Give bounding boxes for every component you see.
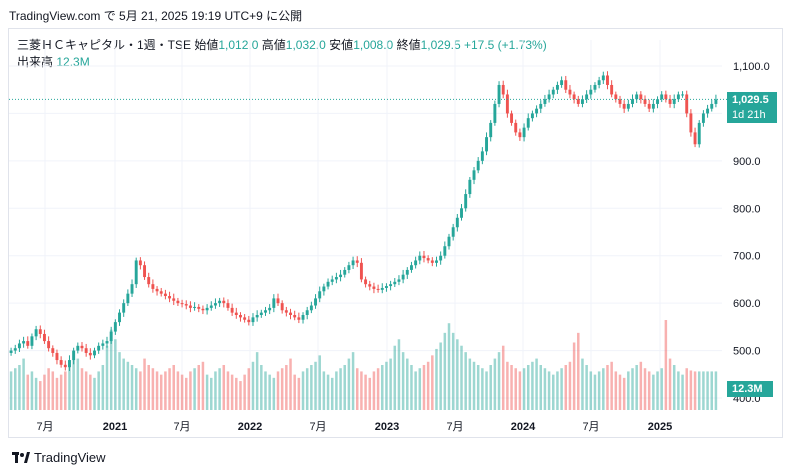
- chart-frame[interactable]: [8, 28, 783, 438]
- open-label: 始値: [194, 38, 219, 52]
- brand-name: TradingView: [34, 450, 106, 465]
- low-value: 1,008.0: [353, 38, 394, 52]
- tradingview-brand[interactable]: TradingView: [12, 450, 106, 465]
- symbol-label[interactable]: 三菱ＨＣキャピタル・1週・TSE: [17, 38, 192, 52]
- volume-tag: 12.3M: [727, 381, 773, 397]
- low-label: 安値: [329, 38, 354, 52]
- volume-label: 出来高: [17, 55, 54, 69]
- close-value: 1,029.5: [420, 38, 461, 52]
- chart-legend: 三菱ＨＣキャピタル・1週・TSE 始値1,012.0 高値1,032.0 安値1…: [17, 36, 547, 53]
- tradingview-logo-icon: [12, 451, 30, 464]
- change-value: +17.5 (+1.73%): [463, 38, 547, 52]
- close-label: 終値: [396, 38, 421, 52]
- volume-legend: 出来高 12.3M: [17, 53, 90, 70]
- countdown-tag: 1d 21h: [727, 107, 777, 123]
- open-value: 1,012.0: [218, 38, 259, 52]
- high-label: 高値: [261, 38, 286, 52]
- high-value: 1,032.0: [285, 38, 326, 52]
- last-price-tag: 1,029.5: [727, 92, 777, 108]
- published-header: TradingView.com で 5月 21, 2025 19:19 UTC+…: [9, 9, 303, 23]
- volume-value: 12.3M: [56, 55, 90, 69]
